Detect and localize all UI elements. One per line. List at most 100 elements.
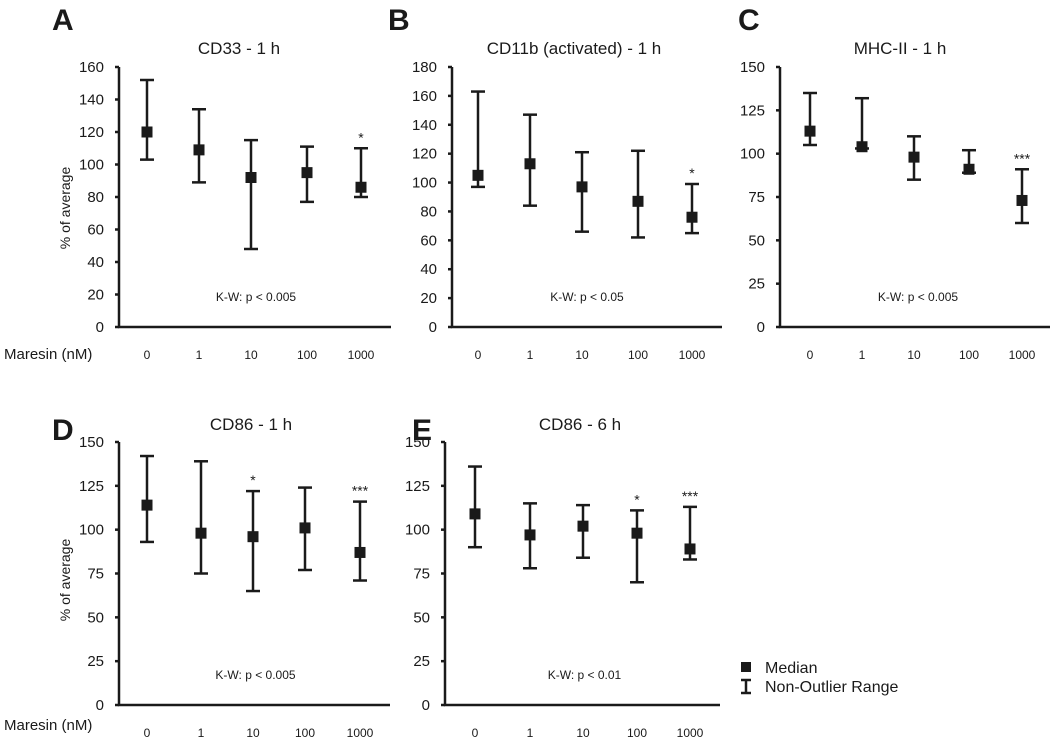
median-point [354,546,366,558]
median-point [908,151,920,163]
median-point [577,520,589,532]
y-tick-label: 100 [79,522,104,539]
median-point [804,125,816,137]
y-tick-label: 125 [740,102,765,119]
median-point [856,141,868,153]
significance-label: *** [1014,150,1031,166]
x-tick-label: 1000 [347,726,374,738]
kw-annotation: K-W: p < 0.005 [215,668,295,682]
median-point [1016,194,1028,206]
y-tick-label: 50 [87,609,104,626]
x-tick-label: 1000 [679,348,706,362]
significance-label: *** [352,483,369,499]
kw-annotation: K-W: p < 0.01 [548,668,622,682]
panel-title: CD33 - 1 h [198,39,280,58]
legend-range-label: Non-Outlier Range [765,679,899,696]
y-axis-title-bottom: % of average [57,539,73,622]
y-tick-label: 60 [87,222,104,239]
range-bar [631,149,645,239]
y-tick-label: 120 [79,124,104,141]
y-tick-label: 100 [405,522,430,539]
y-tick-label: 180 [412,59,437,76]
x-tick-label: 1000 [1009,348,1036,362]
median-point [141,126,153,138]
x-tick-label: 1000 [348,348,375,362]
median-point [576,181,588,193]
y-tick-label: 80 [420,203,437,220]
median-point [299,522,311,534]
significance-label: * [689,165,695,181]
y-tick-label: 125 [79,478,104,495]
y-tick-label: 40 [87,254,104,271]
y-tick-label: 120 [412,146,437,163]
kw-annotation: K-W: p < 0.05 [550,290,624,304]
median-point [686,211,698,223]
significance-label: * [358,129,364,145]
x-tick-label: 1 [859,348,866,362]
panel-c: C MHC-II - 1 h 0 25 50 75 100 125 150 0 1 10 100 1000… [738,4,1050,362]
kw-annotation: K-W: p < 0.005 [216,290,296,304]
panel-letter: C [738,4,760,37]
range-bar [194,460,208,575]
median-point [632,195,644,207]
y-tick-label: 150 [740,59,765,76]
y-tick-label: 0 [429,319,437,336]
x-tick-label: 100 [627,726,647,738]
y-tick-label: 75 [748,189,765,206]
y-tick-label: 25 [748,276,765,293]
panel-a: A CD33 - 1 h 0 20 40 60 80 100 120 140 160 0 1 10 100 1… [52,4,391,362]
median-point [245,172,257,183]
y-tick-label: 100 [79,157,104,174]
x-tick-label: 1 [198,726,205,738]
x-tick-label: 100 [297,348,317,362]
panel-letter: B [388,4,410,37]
y-tick-label: 20 [87,287,104,304]
median-point [141,499,153,511]
legend: Median Non-Outlier Range [741,660,899,696]
kw-annotation: K-W: p < 0.005 [878,290,958,304]
panel-letter: E [412,414,432,447]
axis-lines [450,67,722,329]
range-bar [468,465,482,549]
y-tick-label: 0 [96,319,104,336]
y-tick-label: 75 [413,566,430,583]
y-tick-label: 0 [422,697,430,714]
panel-title: MHC-II - 1 h [854,39,947,58]
y-tick-label: 20 [420,290,437,307]
y-tick-label: 25 [87,653,104,670]
panel-letter: A [52,4,74,37]
y-tick-label: 25 [413,653,430,670]
y-tick-label: 150 [405,434,430,451]
x-tick-label: 1 [527,726,534,738]
median-point [355,181,367,193]
range-bar [140,78,154,161]
y-tick-label: 100 [740,146,765,163]
y-tick-label: 160 [79,59,104,76]
row-label-bottom: Maresin (nM) [4,717,92,734]
median-point [469,508,481,520]
x-tick-label: 10 [244,348,258,362]
x-tick-label: 10 [907,348,921,362]
axis-lines [443,442,720,707]
median-point [247,531,259,543]
axis-lines [117,67,391,329]
y-tick-label: 80 [87,189,104,206]
y-tick-label: 50 [413,609,430,626]
median-point [524,158,536,170]
legend-median-label: Median [765,660,817,677]
panel-title: CD86 - 1 h [210,415,292,434]
median-point [301,167,313,179]
panel-title: CD86 - 6 h [539,415,621,434]
range-bar [353,500,367,582]
median-point [631,527,643,539]
y-tick-label: 150 [79,434,104,451]
median-point [195,527,207,539]
range-bar [244,138,258,251]
legend-median-marker [741,662,751,672]
x-tick-label: 0 [807,348,814,362]
median-point [524,529,536,541]
x-tick-label: 1000 [677,726,704,738]
y-tick-label: 0 [96,697,104,714]
y-tick-label: 60 [420,232,437,249]
